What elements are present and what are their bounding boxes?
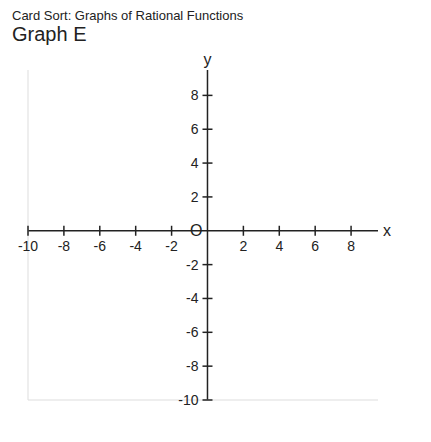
- svg-text:-8: -8: [58, 238, 71, 254]
- svg-text:-2: -2: [165, 238, 178, 254]
- svg-text:4: 4: [191, 155, 199, 171]
- svg-text:x: x: [383, 222, 391, 239]
- svg-text:-2: -2: [186, 257, 199, 273]
- svg-text:-6: -6: [94, 238, 107, 254]
- html-text:Graph E: Graph E: [12, 23, 87, 45]
- svg-text:4: 4: [275, 238, 283, 254]
- svg-text:6: 6: [311, 238, 319, 254]
- svg-text:6: 6: [191, 121, 199, 137]
- svg-text:8: 8: [191, 87, 199, 103]
- svg-text:8: 8: [347, 238, 355, 254]
- svg-text:-8: -8: [186, 358, 199, 374]
- svg-text:-10: -10: [18, 238, 38, 254]
- svg-text:-4: -4: [186, 290, 199, 306]
- svg-text:-6: -6: [186, 324, 199, 340]
- html-text:Card Sort: Graphs of Rational: Card Sort: Graphs of Rational Functions: [12, 8, 244, 23]
- svg-text:y: y: [203, 51, 211, 68]
- svg-text:2: 2: [239, 238, 247, 254]
- svg-text:O: O: [190, 222, 202, 239]
- svg-text:-10: -10: [178, 392, 198, 408]
- svg-text:2: 2: [191, 189, 199, 205]
- svg-text:-4: -4: [129, 238, 142, 254]
